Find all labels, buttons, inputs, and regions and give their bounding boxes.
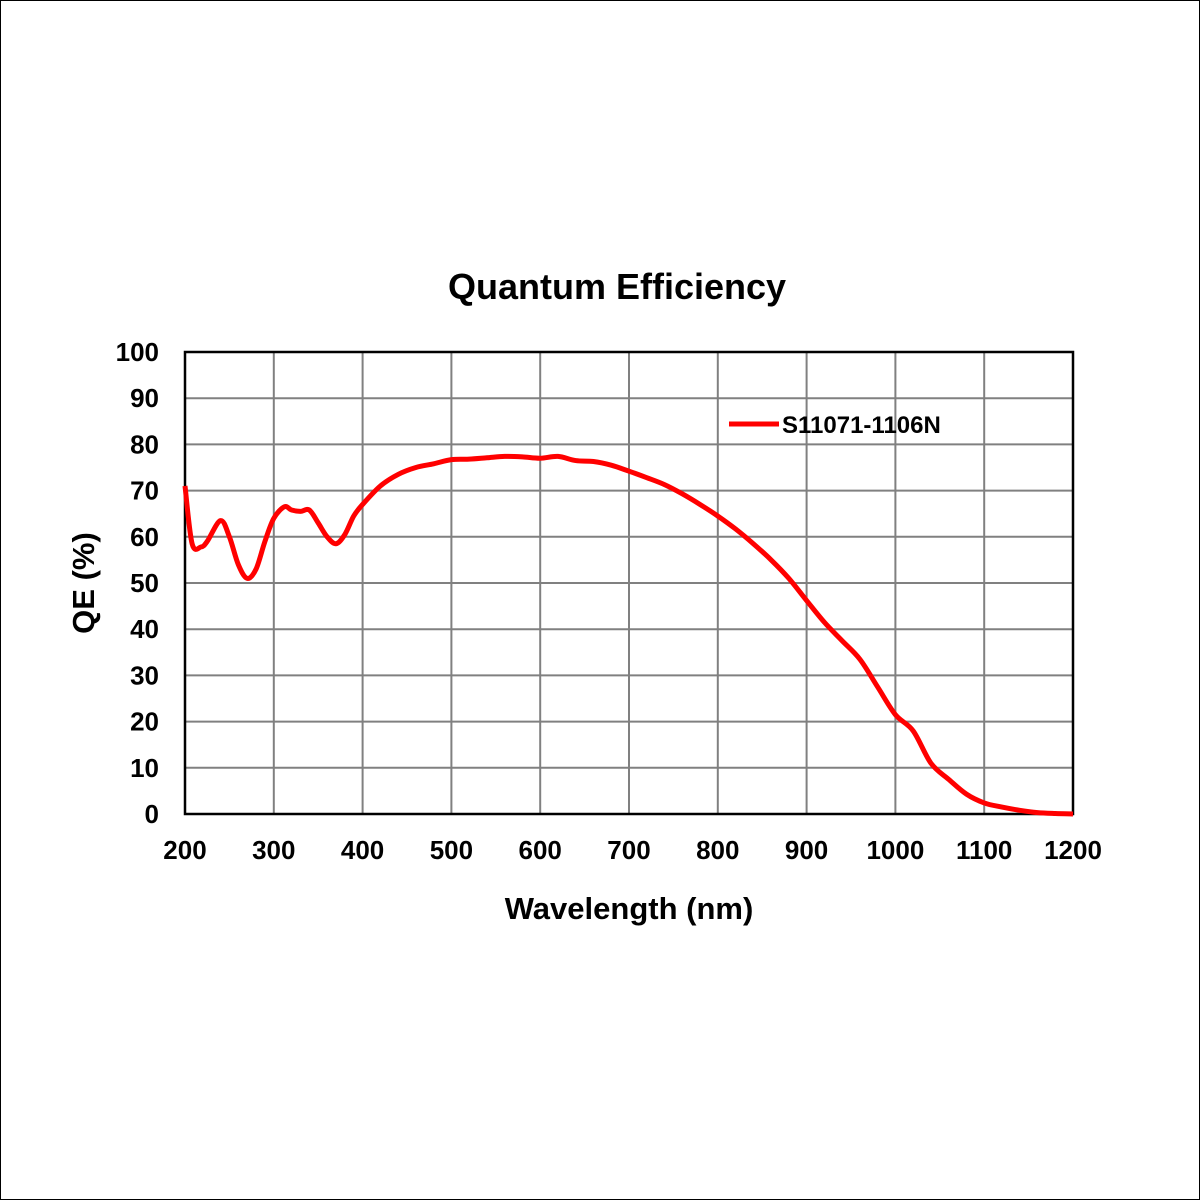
y-axis-label: QE (%): [66, 532, 101, 634]
y-tick-label: 20: [130, 707, 159, 737]
series-layer: [182, 453, 1074, 817]
x-tick-label: 900: [785, 835, 828, 865]
y-tick-label: 40: [130, 614, 159, 644]
x-tick-label: 1200: [1044, 835, 1102, 865]
x-axis-label: Wavelength (nm): [505, 891, 754, 926]
legend-label: S11071-1106N: [782, 412, 941, 439]
x-tick-label: 500: [430, 835, 473, 865]
y-tick-label: 60: [130, 522, 159, 552]
x-tick-label: 700: [607, 835, 650, 865]
series-line: [182, 453, 1074, 817]
x-tick-label: 300: [252, 835, 295, 865]
x-tick-label: 1100: [956, 835, 1012, 865]
grid: [183, 350, 1075, 816]
y-tick-label: 30: [130, 660, 159, 690]
chart-title: Quantum Efficiency: [448, 266, 786, 307]
y-tick-label: 0: [145, 799, 159, 829]
x-tick-label: 800: [696, 835, 739, 865]
y-tick-label: 100: [116, 337, 159, 367]
x-tick-label: 1000: [866, 835, 924, 865]
legend: S11071-1106N: [729, 412, 941, 439]
y-tick-label: 50: [130, 568, 159, 598]
x-tick-label: 200: [163, 835, 206, 865]
y-tick-label: 90: [130, 383, 159, 413]
x-tick-label: 400: [341, 835, 384, 865]
plot-area-border: [183, 350, 1075, 816]
tick-labels: 200 300 400 500 600 700 800 900 1000 1100 1200 0 10 2…: [116, 337, 1102, 865]
y-tick-label: 10: [130, 753, 159, 783]
y-tick-label: 80: [130, 429, 159, 459]
y-tick-label: 70: [130, 476, 159, 506]
x-tick-label: 600: [519, 835, 562, 865]
